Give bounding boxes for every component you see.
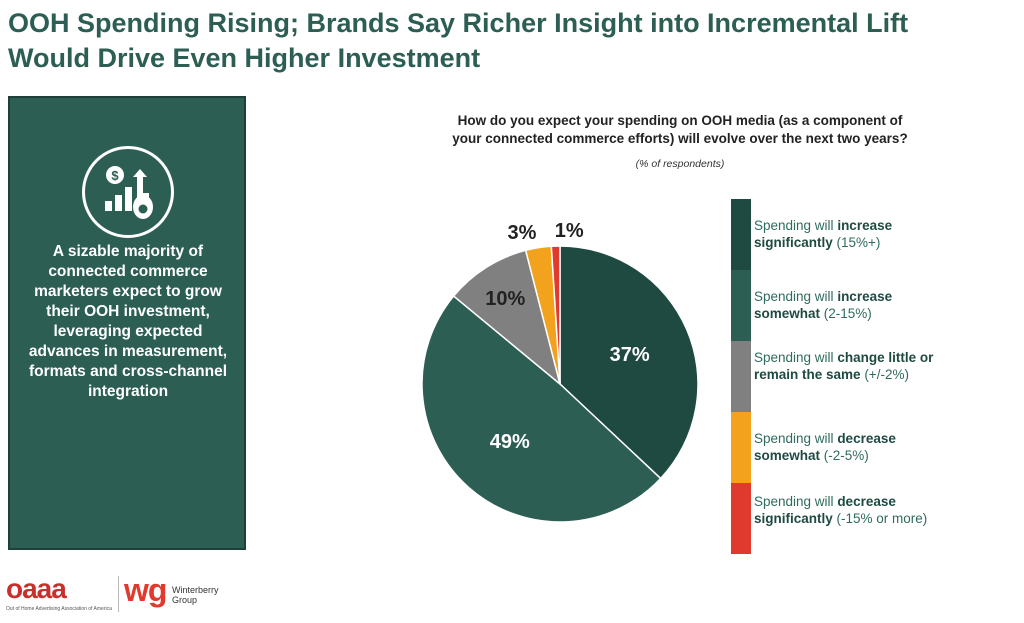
winterberry-logo: wg [124,572,167,608]
chart-title: How do you expect your spending on OOH m… [400,112,960,148]
pie-label-1: 37% [610,344,650,366]
legend-label-5: Spending will decrease significantly (-1… [754,494,928,526]
pie-slice-3 [452,249,562,387]
pie-label-2: 49% [490,431,530,453]
title-line-2: Would Drive Even Higher Investment [8,43,481,73]
legend-label-1: Spending will increase significantly (15… [754,218,893,250]
legend-swatch-3 [731,341,751,412]
svg-text:$: $ [111,168,119,183]
pie-slice-5 [550,245,561,385]
legend-label-2: Spending will increase somewhat (2-15%) [754,289,893,321]
pie-label-3: 10% [485,288,525,310]
oaaa-tagline: Out of Home Advertising Association of A… [6,606,112,612]
logo-divider [118,576,119,612]
legend-swatch-2 [731,270,751,341]
pie-slice-1 [559,245,699,480]
chart-subtitle: (% of respondents) [635,158,725,170]
money-growth-icon: $ [82,146,174,238]
legend-swatch-4 [731,412,751,483]
page-title: OOH Spending Rising; Brands Say Richer I… [8,6,1018,76]
pie-chart: 37% 49% 10% 3% 1% [421,220,699,523]
legend-label-3: Spending will change little or remain th… [754,350,934,382]
oaaa-logo: oaaa [6,573,67,604]
insight-text: A sizable majority of connected commerce… [28,243,228,400]
title-line-1: OOH Spending Rising; Brands Say Richer I… [8,8,909,38]
legend-label-4: Spending will decrease somewhat (-2-5%) [754,431,896,463]
legend-swatch-5 [731,483,751,554]
pie-slice-2 [421,294,662,523]
footer-logos: oaaa Out of Home Advertising Association… [6,572,266,618]
chart-title-line-1: How do you expect your spending on OOH m… [457,113,903,128]
pie-label-4: 3% [507,222,536,244]
pie-label-5: 1% [555,220,584,242]
insight-panel: $ A sizable majority of connected commer… [8,96,246,550]
winterberry-name: Winterberry Group [172,585,219,605]
legend-swatch-1 [731,199,751,270]
chart-title-line-2: your connected commerce efforts) will ev… [452,131,908,146]
